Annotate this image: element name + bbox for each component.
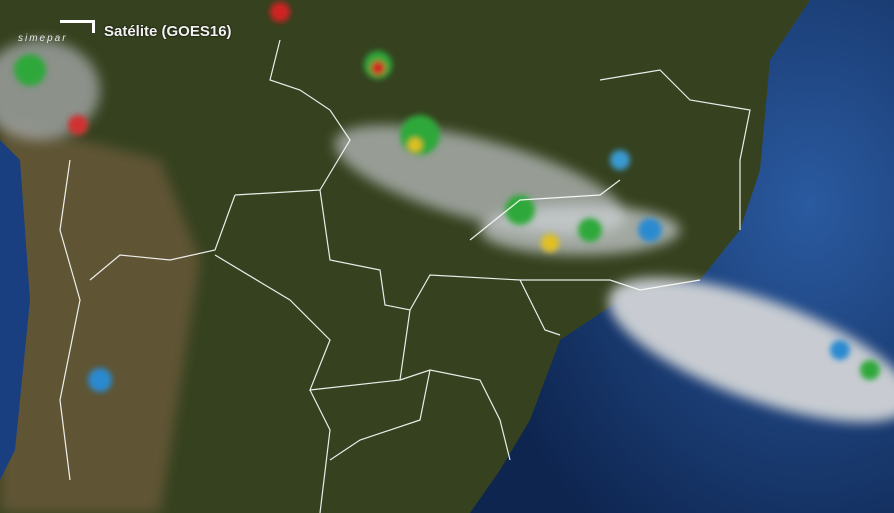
logo-mark: [60, 20, 95, 33]
simepar-logo: simepar: [18, 18, 96, 44]
ocean-west: [0, 140, 30, 480]
land-dry-west: [0, 120, 200, 513]
map-title: Satélite (GOES16): [104, 22, 232, 40]
storm-cells: [14, 2, 880, 392]
political-borders: [59, 39, 751, 513]
logo-text: simepar: [18, 33, 68, 44]
map-header: simepar Satélite (GOES16): [18, 18, 232, 44]
